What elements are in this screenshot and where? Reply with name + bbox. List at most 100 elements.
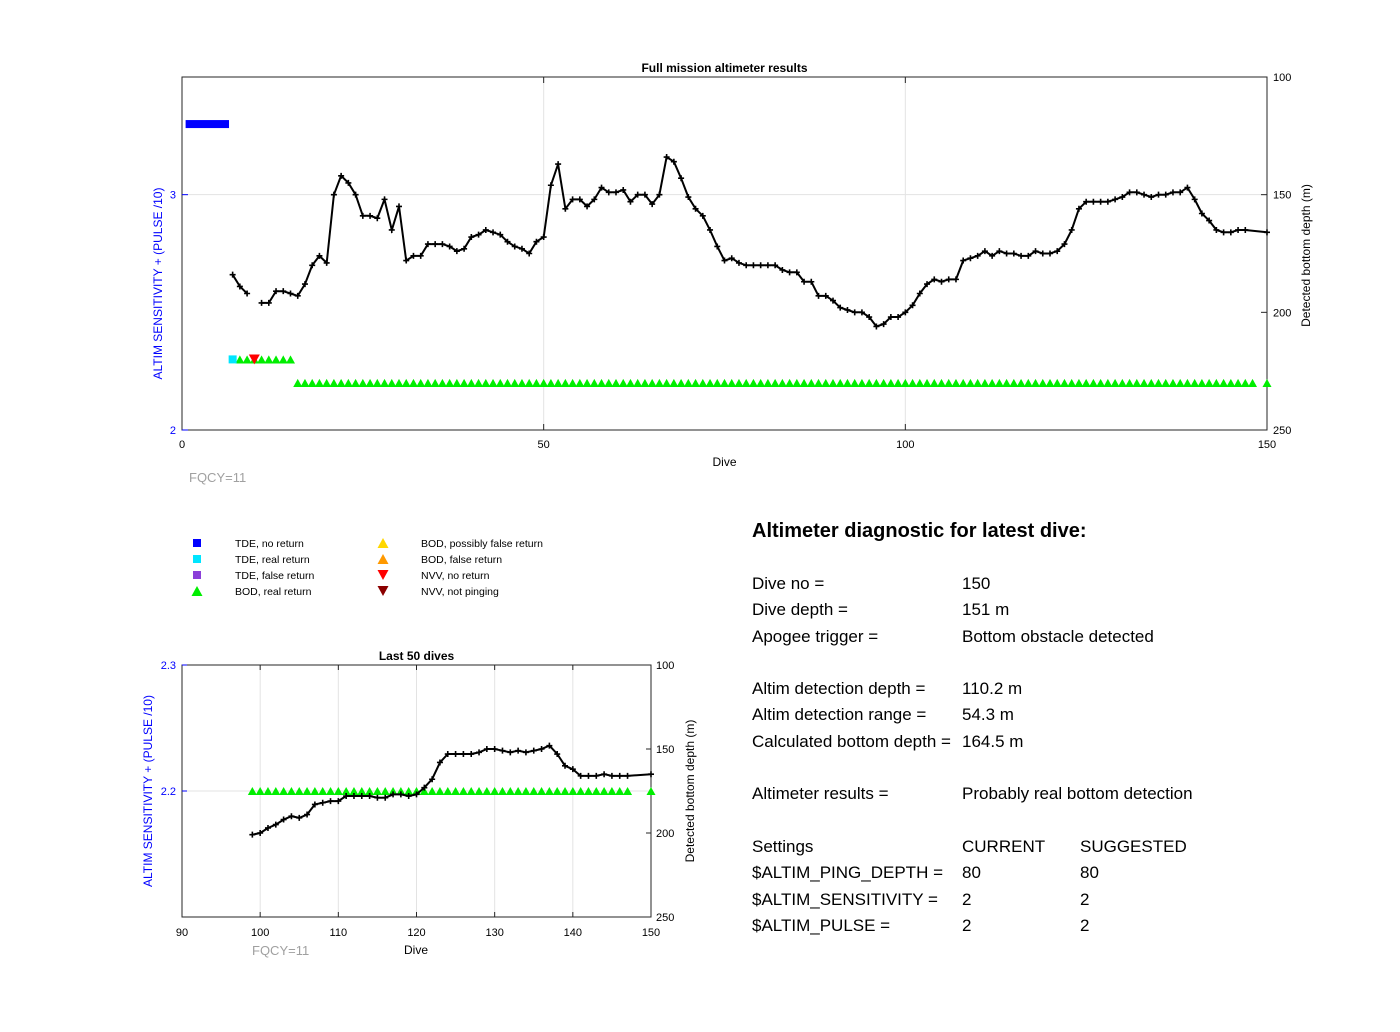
bod-real-return-marker	[698, 378, 708, 387]
bod-real-return-marker	[575, 378, 585, 387]
diag-row-results: Altimeter results = Probably real bottom…	[752, 783, 1372, 809]
bod-real-return-marker	[257, 355, 267, 364]
bottom-depth-point	[396, 203, 402, 210]
bod-real-return-marker	[582, 378, 592, 387]
bottom-depth-point	[352, 191, 359, 198]
bottom-depth-point	[436, 759, 443, 766]
bottom-depth-point	[491, 746, 498, 752]
bottom-depth-point	[1227, 229, 1234, 236]
bottom-depth-point	[685, 194, 692, 201]
y2-tick-label: 150	[1273, 190, 1291, 202]
diag-value: Bottom obstacle detected	[962, 626, 1154, 646]
bod-real-return-marker	[973, 378, 983, 387]
y2-axis-label: Detected bottom depth (m)	[1299, 184, 1313, 327]
bod-real-return-marker	[372, 378, 382, 387]
bod-real-return-marker	[886, 378, 896, 387]
bottom-depth-point	[924, 281, 931, 288]
bottom-depth-point	[678, 175, 685, 182]
bod-real-return-marker	[394, 378, 404, 387]
bottom-depth-point	[1148, 194, 1155, 201]
bottom-depth-point	[453, 248, 460, 255]
settings-row-pulse: $ALTIM_PULSE = 2 2	[752, 915, 1372, 941]
bottom-depth-point	[1198, 210, 1205, 217]
bod-real-return-marker	[513, 786, 523, 796]
bod-real-return-marker	[1096, 378, 1106, 387]
bod-real-return-marker	[437, 378, 447, 387]
bod-real-return-marker	[1139, 378, 1149, 387]
bod-real-return-marker	[495, 378, 505, 387]
setting-current: 2	[962, 915, 972, 935]
bod-real-return-marker	[900, 378, 910, 387]
bod-real-return-marker	[712, 378, 722, 387]
bottom-depth-point	[692, 205, 699, 212]
y2-axis-label: Detected bottom depth (m)	[683, 720, 697, 863]
bod-real-return-marker	[864, 378, 874, 387]
setting-suggested: 2	[1080, 889, 1090, 909]
bod-real-return-marker	[517, 378, 527, 387]
bod-real-return-marker	[1154, 378, 1163, 387]
bod-real-return-marker	[1161, 378, 1171, 387]
bod-real-return-marker	[770, 378, 780, 387]
bod-real-return-marker	[372, 786, 382, 796]
diag-value: 150	[962, 574, 991, 593]
bottom-depth-point	[405, 793, 412, 800]
bod-real-return-marker	[720, 378, 729, 387]
bottom-depth-point	[397, 791, 404, 798]
bod-real-return-marker	[452, 378, 462, 387]
x-tick-label: 100	[251, 927, 269, 939]
bottom-depth-point	[577, 772, 584, 779]
bod-real-return-marker	[300, 378, 310, 387]
bottom-depth-point	[613, 189, 619, 196]
bod-real-return-marker	[474, 786, 484, 796]
bottom-depth-point	[895, 314, 902, 321]
bottom-depth-point	[1097, 198, 1104, 205]
bod-real-return-marker	[466, 378, 476, 387]
bottom-depth-point	[945, 276, 952, 283]
bottom-depth-point	[403, 257, 410, 264]
bottom-depth-point	[981, 248, 988, 255]
bottom-depth-point	[272, 821, 279, 828]
bottom-depth-point	[311, 801, 318, 808]
bottom-depth-line	[252, 744, 652, 836]
bod-real-return-marker	[560, 378, 570, 387]
bod-real-return-marker	[1052, 378, 1062, 387]
bod-real-return-marker	[1132, 378, 1142, 387]
bottom-depth-point	[1155, 191, 1162, 198]
bottom-depth-point	[323, 259, 330, 266]
bod-real-return-marker	[799, 378, 809, 387]
bottom-depth-point	[522, 749, 529, 756]
bottom-depth-point	[786, 269, 793, 276]
bottom-depth-point	[656, 191, 663, 198]
bottom-depth-point	[779, 266, 786, 273]
settings-row-ping-depth: $ALTIM_PING_DEPTH = 80 80	[752, 862, 1372, 888]
bottom-depth-point	[585, 772, 592, 779]
bod-real-return-marker	[1117, 378, 1127, 387]
bottom-depth-point	[374, 215, 381, 222]
bod-real-return-marker	[607, 786, 617, 796]
bod-real-return-marker	[293, 378, 303, 387]
bod-real-return-marker	[336, 378, 346, 387]
bod-real-return-marker	[980, 378, 990, 387]
bottom-depth-point	[432, 241, 439, 248]
bottom-depth-point	[468, 751, 475, 758]
legend-label: NVV, not pinging	[421, 586, 499, 598]
y2-tick-label: 200	[1273, 307, 1291, 319]
bod-real-return-marker	[814, 378, 824, 387]
diag-label: Dive no =	[752, 574, 825, 593]
bottom-depth-point	[735, 259, 742, 266]
bod-real-return-marker	[302, 786, 312, 796]
bod-real-return-marker	[1197, 378, 1207, 387]
bod-real-return-marker	[531, 378, 541, 387]
bottom-depth-point	[648, 771, 654, 778]
bottom-depth-point	[475, 231, 482, 238]
bod-real-return-marker	[503, 378, 512, 387]
legend-marker	[377, 586, 389, 596]
x-tick-label: 130	[485, 927, 503, 939]
bottom-depth-point	[593, 772, 600, 779]
bottom-depth-point	[974, 252, 981, 259]
bod-real-return-marker	[589, 378, 599, 387]
bottom-depth-point	[482, 226, 489, 233]
bod-real-return-marker	[1211, 378, 1221, 387]
diag-value: Probably real bottom detection	[962, 784, 1193, 804]
bod-real-return-marker	[618, 378, 628, 387]
